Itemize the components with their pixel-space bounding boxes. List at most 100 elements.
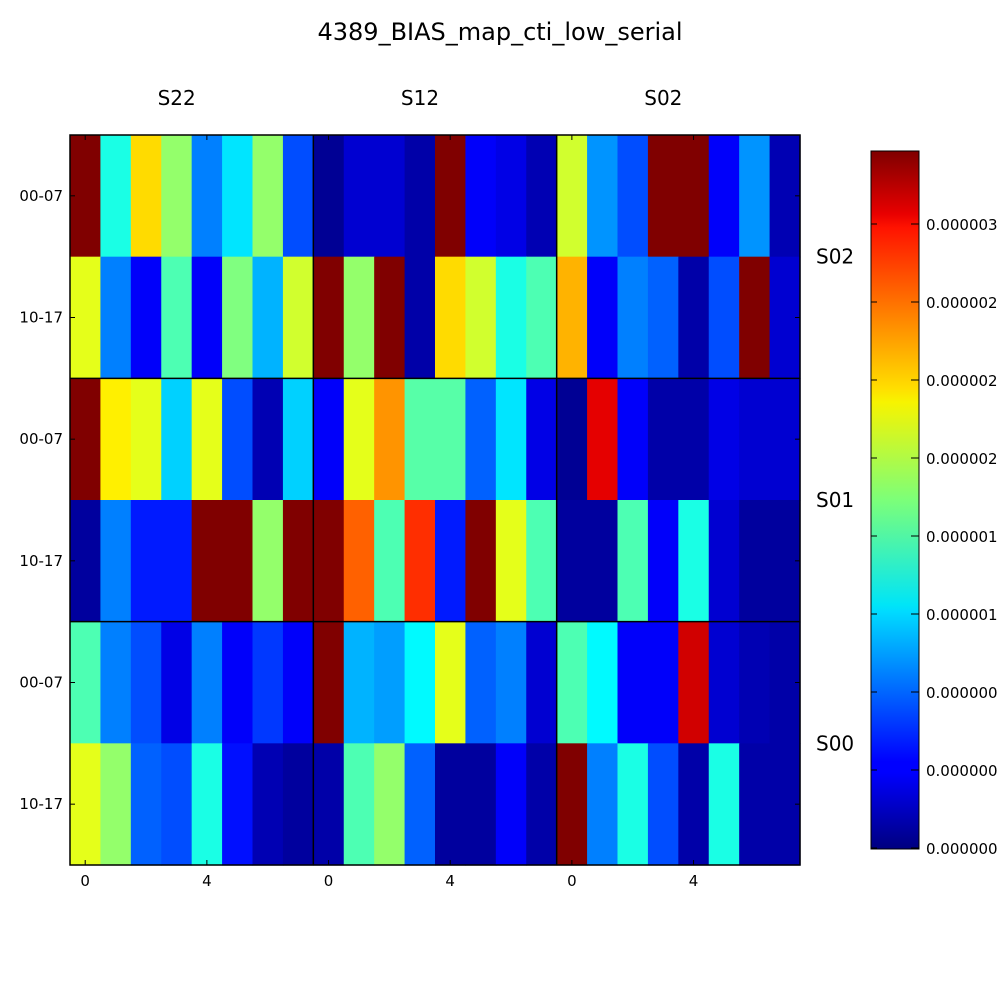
heatmap-cell <box>526 743 558 866</box>
heatmap-cell <box>100 500 132 623</box>
heatmap-cell <box>495 378 527 501</box>
heatmap-cell <box>130 135 162 258</box>
heatmap-cell <box>70 743 102 866</box>
heatmap-cell <box>556 256 588 379</box>
heatmap-cell <box>526 378 558 501</box>
heatmap-cell <box>647 256 679 379</box>
heatmap-cell <box>465 256 497 379</box>
heatmap-cell <box>495 500 527 623</box>
heatmap-cell <box>678 621 710 744</box>
heatmap-cell <box>678 743 710 866</box>
colorbar-tick-label: 0.000000 <box>926 684 998 702</box>
heatmap-cell <box>404 135 436 258</box>
x-tick-label: 0 <box>324 872 334 890</box>
heatmap-cell <box>130 378 162 501</box>
heatmap-cell <box>282 621 314 744</box>
heatmap-cell <box>313 256 345 379</box>
heatmap-cell <box>313 135 345 258</box>
heatmap-cell <box>100 135 132 258</box>
heatmap-cell <box>130 621 162 744</box>
y-tick-label: 10-17 <box>19 309 63 327</box>
heatmap-cell <box>374 256 406 379</box>
heatmap-cell <box>161 256 193 379</box>
heatmap-cell <box>191 135 223 258</box>
heatmap-cell <box>404 500 436 623</box>
heatmap-cell <box>708 743 740 866</box>
heatmap-cell <box>739 135 771 258</box>
heatmap-cell <box>252 743 284 866</box>
heatmap-cell <box>617 256 649 379</box>
heatmap-cell <box>282 256 314 379</box>
heatmap-cell <box>100 378 132 501</box>
heatmap-cell <box>556 378 588 501</box>
heatmap-cell <box>678 378 710 501</box>
heatmap-cell <box>161 621 193 744</box>
heatmap-cell <box>404 256 436 379</box>
heatmap-cell <box>100 743 132 866</box>
colorbar-tick-label: 0.000001 <box>926 528 998 546</box>
colorbar-tick-label: 0.000002 <box>926 372 998 390</box>
heatmap-cell <box>587 500 619 623</box>
heatmap-cell <box>556 621 588 744</box>
heatmap-cell <box>647 743 679 866</box>
heatmap-cells <box>70 135 801 866</box>
heatmap-cell <box>343 135 375 258</box>
heatmap-cell <box>191 378 223 501</box>
heatmap-cell <box>374 621 406 744</box>
heatmap-cell <box>465 135 497 258</box>
heatmap-cell <box>617 135 649 258</box>
heatmap-cell <box>465 621 497 744</box>
heatmap-cell <box>130 256 162 379</box>
heatmap-cell <box>313 500 345 623</box>
heatmap-cell <box>587 378 619 501</box>
y-tick-label: 10-17 <box>19 552 63 570</box>
heatmap-cell <box>252 256 284 379</box>
heatmap-cell <box>617 743 649 866</box>
heatmap-cell <box>556 500 588 623</box>
heatmap-cell <box>526 256 558 379</box>
heatmap-cell <box>526 500 558 623</box>
heatmap-cell <box>130 500 162 623</box>
row-group-label: S01 <box>816 488 854 512</box>
colorbar-tick-label: 0.000002 <box>926 294 998 312</box>
heatmap-cell <box>465 500 497 623</box>
colorbar-tick-label: 0.000000 <box>926 762 998 780</box>
heatmap-cell <box>587 743 619 866</box>
x-tick-label: 4 <box>445 872 455 890</box>
row-group-label: S02 <box>816 245 854 269</box>
heatmap-cell <box>739 743 771 866</box>
x-tick-label: 0 <box>567 872 577 890</box>
heatmap-cell <box>495 256 527 379</box>
heatmap-cell <box>252 621 284 744</box>
heatmap-cell <box>222 135 254 258</box>
heatmap-cell <box>252 135 284 258</box>
row-group-label: S00 <box>816 731 854 755</box>
heatmap-cell <box>222 500 254 623</box>
heatmap-cell <box>100 256 132 379</box>
heatmap-cell <box>495 743 527 866</box>
heatmap-cell <box>191 500 223 623</box>
heatmap-cell <box>222 743 254 866</box>
colorbar-tick-label: 0.000003 <box>926 216 998 234</box>
heatmap-cell <box>435 621 467 744</box>
heatmap-cell <box>343 500 375 623</box>
x-tick-label: 4 <box>689 872 699 890</box>
heatmap-cell <box>404 743 436 866</box>
heatmap-cell <box>435 256 467 379</box>
heatmap-cell <box>556 135 588 258</box>
heatmap-cell <box>161 500 193 623</box>
heatmap-cell <box>191 621 223 744</box>
heatmap-cell <box>556 743 588 866</box>
heatmap-cell <box>739 500 771 623</box>
heatmap-cell <box>374 378 406 501</box>
heatmap-cell <box>161 135 193 258</box>
heatmap-cell <box>100 621 132 744</box>
heatmap-cell <box>495 135 527 258</box>
heatmap-cell <box>343 621 375 744</box>
heatmap-cell <box>161 743 193 866</box>
heatmap-cell <box>374 743 406 866</box>
heatmap-cell <box>587 621 619 744</box>
colorbar <box>870 150 920 850</box>
heatmap-cell <box>404 378 436 501</box>
